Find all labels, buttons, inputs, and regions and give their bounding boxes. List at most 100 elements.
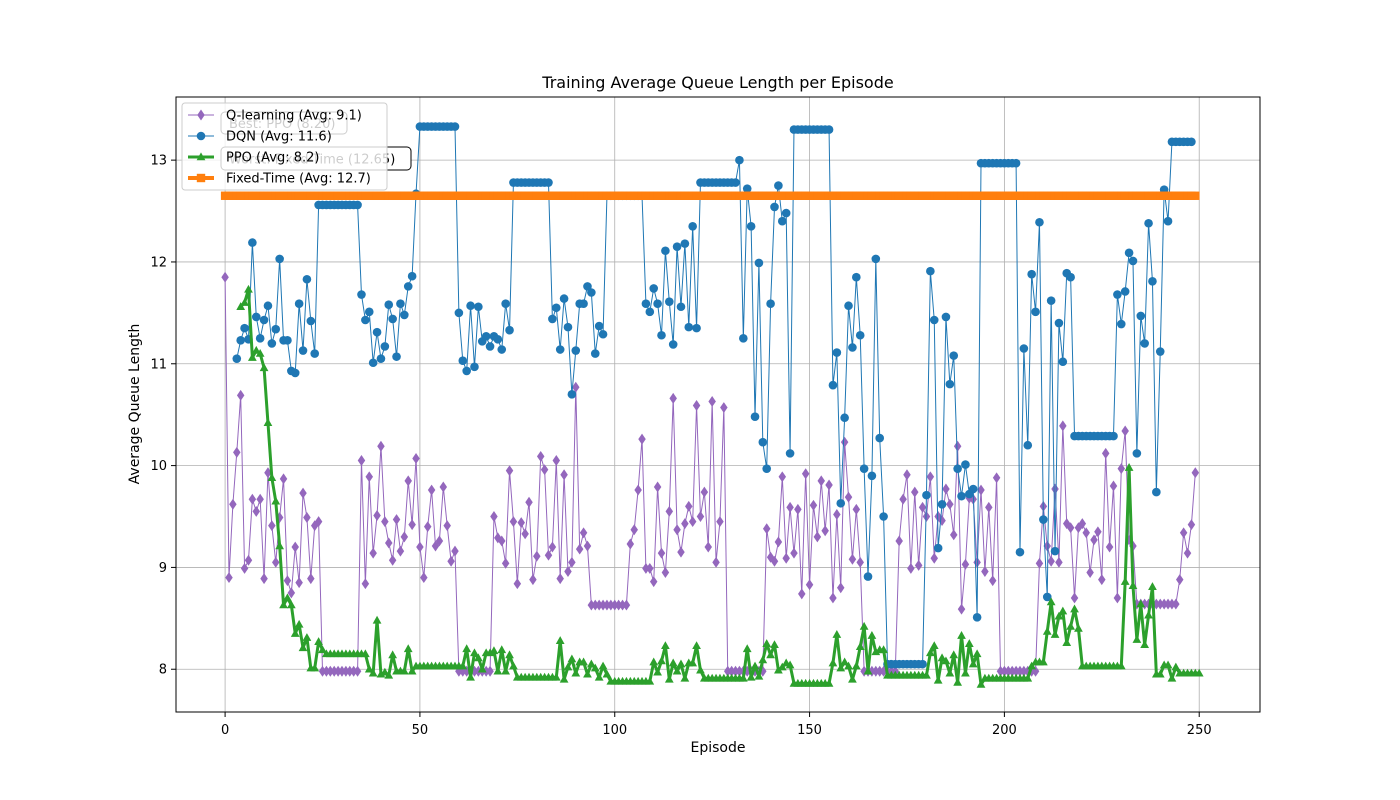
data-point: [509, 516, 518, 528]
data-point: [1124, 248, 1134, 258]
data-point: [926, 266, 935, 276]
data-point: [586, 659, 596, 668]
data-point: [863, 666, 873, 675]
data-point: [1155, 347, 1165, 356]
data-point: [361, 578, 370, 590]
data-point: [941, 312, 951, 322]
data-point: [762, 464, 772, 473]
data-point: [981, 566, 989, 577]
data-point: [583, 669, 592, 678]
data-point: [513, 578, 522, 590]
data-point: [766, 299, 775, 308]
data-point: [275, 254, 284, 264]
data-point: [572, 381, 580, 393]
y-tick-label: 12: [150, 255, 167, 270]
data-point: [529, 574, 537, 586]
data-point: [342, 665, 350, 677]
data-point: [353, 200, 362, 210]
data-point: [937, 653, 947, 662]
data-point: [1019, 344, 1029, 353]
data-point: [1152, 487, 1161, 497]
data-point: [649, 657, 659, 666]
data-point: [817, 475, 826, 487]
data-point: [505, 650, 514, 659]
data-point: [252, 505, 261, 517]
data-point: [451, 545, 459, 557]
data-point: [380, 667, 390, 676]
data-point: [1039, 515, 1048, 524]
data-point: [299, 487, 307, 499]
data-point: [314, 637, 323, 645]
data-point: [646, 562, 654, 574]
data-point: [680, 239, 690, 248]
data-point: [922, 490, 931, 500]
data-point: [911, 486, 919, 498]
data-point: [1191, 191, 1200, 200]
legend-box: [181, 102, 388, 191]
data-point: [1101, 447, 1110, 459]
data-point: [268, 520, 276, 532]
data-point: [941, 656, 951, 665]
data-point: [388, 314, 397, 324]
data-point: [657, 656, 666, 665]
data-point: [794, 503, 802, 515]
data-point: [953, 677, 963, 686]
data-point: [895, 535, 903, 547]
data-point: [1016, 665, 1024, 677]
data-point: [949, 650, 959, 659]
data-point: [251, 345, 261, 354]
data-point: [404, 475, 412, 487]
data-point: [458, 356, 468, 366]
data-point: [360, 649, 370, 658]
data-point: [1191, 467, 1200, 479]
data-point: [610, 599, 619, 611]
data-point: [364, 307, 374, 317]
data-point: [1004, 665, 1013, 677]
data-point: [1132, 449, 1142, 458]
data-point: [852, 272, 861, 282]
data-point: [785, 660, 795, 669]
data-point: [681, 518, 689, 530]
data-point: [533, 550, 541, 562]
data-point: [1011, 158, 1021, 168]
data-point: [377, 440, 385, 452]
data-point: [785, 449, 795, 458]
data-point: [957, 491, 966, 501]
data-point: [907, 562, 915, 574]
data-point: [233, 446, 241, 458]
data-point: [782, 552, 790, 564]
data-point: [1031, 307, 1040, 317]
data-point: [836, 498, 846, 508]
data-point: [283, 336, 292, 345]
data-point: [591, 599, 600, 611]
data-point: [677, 546, 685, 558]
data-point: [271, 324, 281, 334]
data-point: [774, 665, 783, 674]
x-tick-label: 0: [221, 723, 229, 738]
data-point: [672, 242, 682, 251]
data-point: [244, 554, 253, 566]
data-point: [1066, 272, 1075, 282]
data-point: [486, 665, 494, 677]
data-point: [244, 284, 253, 293]
data-point: [372, 615, 382, 624]
data-point: [762, 639, 772, 647]
data-point: [1113, 592, 1122, 604]
data-point: [1168, 598, 1176, 610]
data-point: [579, 657, 588, 666]
data-point: [498, 535, 506, 547]
data-point: [848, 343, 857, 352]
legend-marker: [196, 173, 206, 183]
data-point: [770, 640, 779, 649]
data-point: [899, 493, 907, 505]
data-point: [1136, 599, 1146, 608]
data-point: [255, 348, 265, 357]
y-tick-label: 8: [159, 663, 167, 678]
data-point: [914, 559, 923, 571]
data-point: [376, 354, 386, 363]
data-point: [933, 675, 943, 684]
data-point: [388, 650, 398, 659]
data-point: [742, 184, 752, 193]
data-point: [583, 540, 592, 552]
